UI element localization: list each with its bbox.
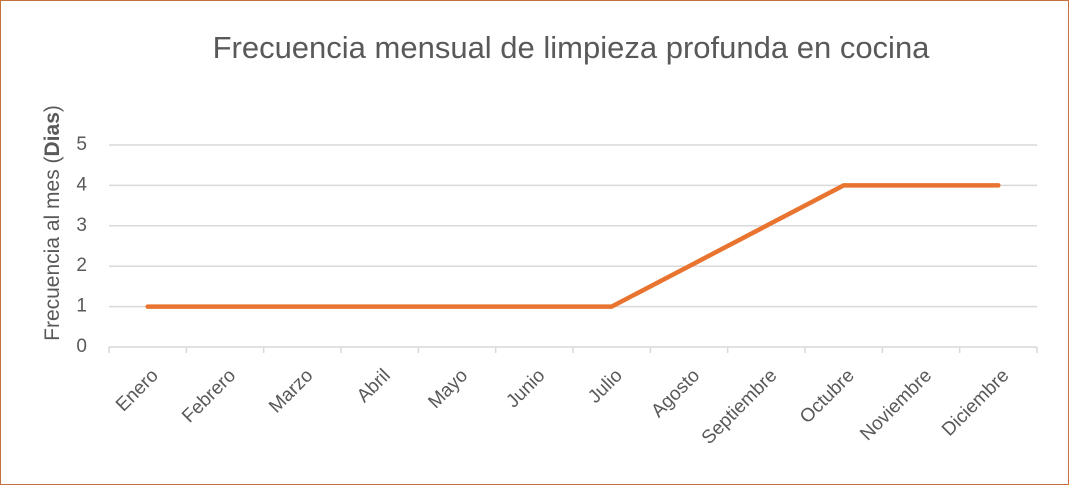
y-tick-label: 2: [76, 255, 87, 276]
y-label-part: ): [41, 105, 64, 112]
chart-title: Frecuencia mensual de limpieza profunda …: [212, 30, 930, 65]
x-tick-label: Noviembre: [856, 365, 936, 445]
x-tick-label: Agosto: [647, 365, 704, 422]
y-label-part: Dias: [41, 112, 64, 156]
y-tick-label: 1: [76, 296, 87, 317]
y-tick-label: 3: [76, 215, 87, 236]
x-tick-label: Junio: [502, 365, 549, 412]
data-line: [145, 183, 1001, 309]
x-tick-label: Abril: [353, 365, 395, 407]
y-tick-label: 0: [76, 336, 87, 357]
x-tick-label: Enero: [112, 365, 163, 416]
x-tick-label: Septiembre: [698, 365, 782, 449]
y-tick-label: 5: [76, 134, 87, 155]
x-tick-label: Octubre: [796, 365, 859, 428]
y-label-part: Frecuencia al mes (: [41, 156, 64, 340]
x-tick-label: Julio: [584, 365, 626, 407]
x-tick-label: Mayo: [424, 365, 472, 413]
x-tick-label: Febrero: [178, 365, 240, 427]
y-axis-label: Frecuencia al mes (Dias): [41, 105, 64, 341]
x-tick-label: Marzo: [265, 365, 317, 417]
y-tick-label: 4: [76, 174, 87, 195]
x-tick-label: Diciembre: [938, 365, 1013, 440]
